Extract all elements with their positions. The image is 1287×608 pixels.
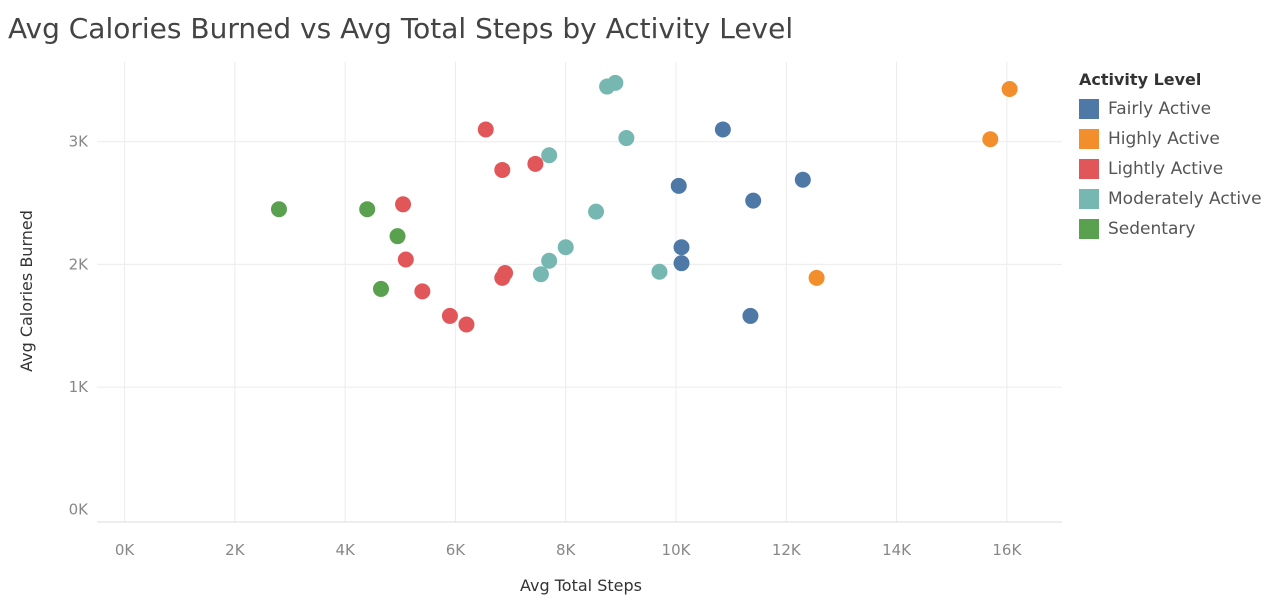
x-tick-label: 0K (115, 541, 136, 559)
point-fairly-active[interactable] (714, 121, 731, 138)
point-lightly-active[interactable] (527, 155, 544, 172)
x-tick-label: 14K (882, 541, 912, 559)
x-tick-label: 6K (446, 541, 467, 559)
legend-item-sedentary[interactable]: Sedentary (1079, 214, 1262, 244)
legend-title: Activity Level (1079, 70, 1202, 89)
x-tick-label: 16K (992, 541, 1022, 559)
point-moderately-active[interactable] (532, 266, 549, 283)
y-tick-label: 1K (69, 378, 90, 396)
legend-swatch (1079, 219, 1099, 239)
point-sedentary[interactable] (372, 280, 389, 297)
x-tick-label: 8K (556, 541, 577, 559)
point-sedentary[interactable] (389, 228, 406, 245)
legend-label: Sedentary (1108, 219, 1196, 239)
x-tick-label: 10K (662, 541, 692, 559)
x-tick-label: 12K (772, 541, 802, 559)
x-axis-title: Avg Total Steps (520, 576, 642, 595)
x-tick-label: 4K (335, 541, 356, 559)
point-lightly-active[interactable] (441, 307, 458, 324)
y-axis-ticks: 0K 1K 2K 3K (69, 133, 90, 519)
point-moderately-active[interactable] (618, 130, 635, 147)
chart-title: Avg Calories Burned vs Avg Total Steps b… (8, 12, 794, 45)
point-highly-active[interactable] (982, 131, 999, 148)
point-sedentary[interactable] (270, 201, 287, 218)
legend-item-highly-active[interactable]: Highly Active (1079, 124, 1262, 154)
point-lightly-active[interactable] (397, 251, 414, 268)
y-tick-label: 3K (69, 133, 90, 151)
point-moderately-active[interactable] (588, 203, 605, 220)
data-points (270, 74, 1018, 333)
point-lightly-active[interactable] (477, 121, 494, 138)
legend-item-lightly-active[interactable]: Lightly Active (1079, 154, 1262, 184)
point-fairly-active[interactable] (673, 255, 690, 272)
x-axis-ticks: 0K 2K 4K 6K 8K 10K 12K 14K 16K (115, 541, 1023, 559)
gridlines (97, 62, 1062, 523)
point-moderately-active[interactable] (541, 147, 558, 164)
point-fairly-active[interactable] (673, 239, 690, 256)
point-moderately-active[interactable] (651, 263, 668, 280)
legend: Activity Level Fairly Active Highly Activ… (1079, 70, 1262, 244)
legend-items: Fairly Active Highly Active Lightly Active… (1079, 94, 1262, 244)
point-lightly-active[interactable] (395, 196, 412, 213)
scatter-chart: 0K 2K 4K 6K 8K 10K 12K 14K 16K 0K 1K 2K 3K Avg Tota… (17, 62, 1062, 595)
legend-label: Moderately Active (1108, 189, 1262, 209)
point-moderately-active[interactable] (599, 78, 616, 95)
point-highly-active[interactable] (808, 269, 825, 286)
legend-swatch (1079, 189, 1099, 209)
point-fairly-active[interactable] (742, 307, 759, 324)
point-fairly-active[interactable] (794, 171, 811, 188)
point-fairly-active[interactable] (745, 192, 762, 209)
point-lightly-active[interactable] (494, 269, 511, 286)
x-tick-label: 2K (225, 541, 246, 559)
point-lightly-active[interactable] (494, 161, 511, 178)
legend-label: Lightly Active (1108, 159, 1224, 179)
point-lightly-active[interactable] (458, 316, 475, 333)
y-tick-label: 2K (69, 255, 90, 273)
legend-label: Highly Active (1108, 129, 1220, 149)
point-lightly-active[interactable] (414, 283, 431, 300)
legend-swatch (1079, 129, 1099, 149)
legend-label: Fairly Active (1108, 99, 1212, 119)
point-fairly-active[interactable] (670, 177, 687, 194)
y-axis-title: Avg Calories Burned (17, 210, 36, 372)
legend-item-moderately-active[interactable]: Moderately Active (1079, 184, 1262, 214)
point-moderately-active[interactable] (557, 239, 574, 256)
y-tick-label: 0K (69, 501, 90, 519)
point-highly-active[interactable] (1001, 80, 1018, 97)
legend-item-fairly-active[interactable]: Fairly Active (1079, 94, 1262, 124)
legend-swatch (1079, 99, 1099, 119)
point-sedentary[interactable] (359, 201, 376, 218)
point-moderately-active[interactable] (541, 252, 558, 269)
legend-swatch (1079, 159, 1099, 179)
